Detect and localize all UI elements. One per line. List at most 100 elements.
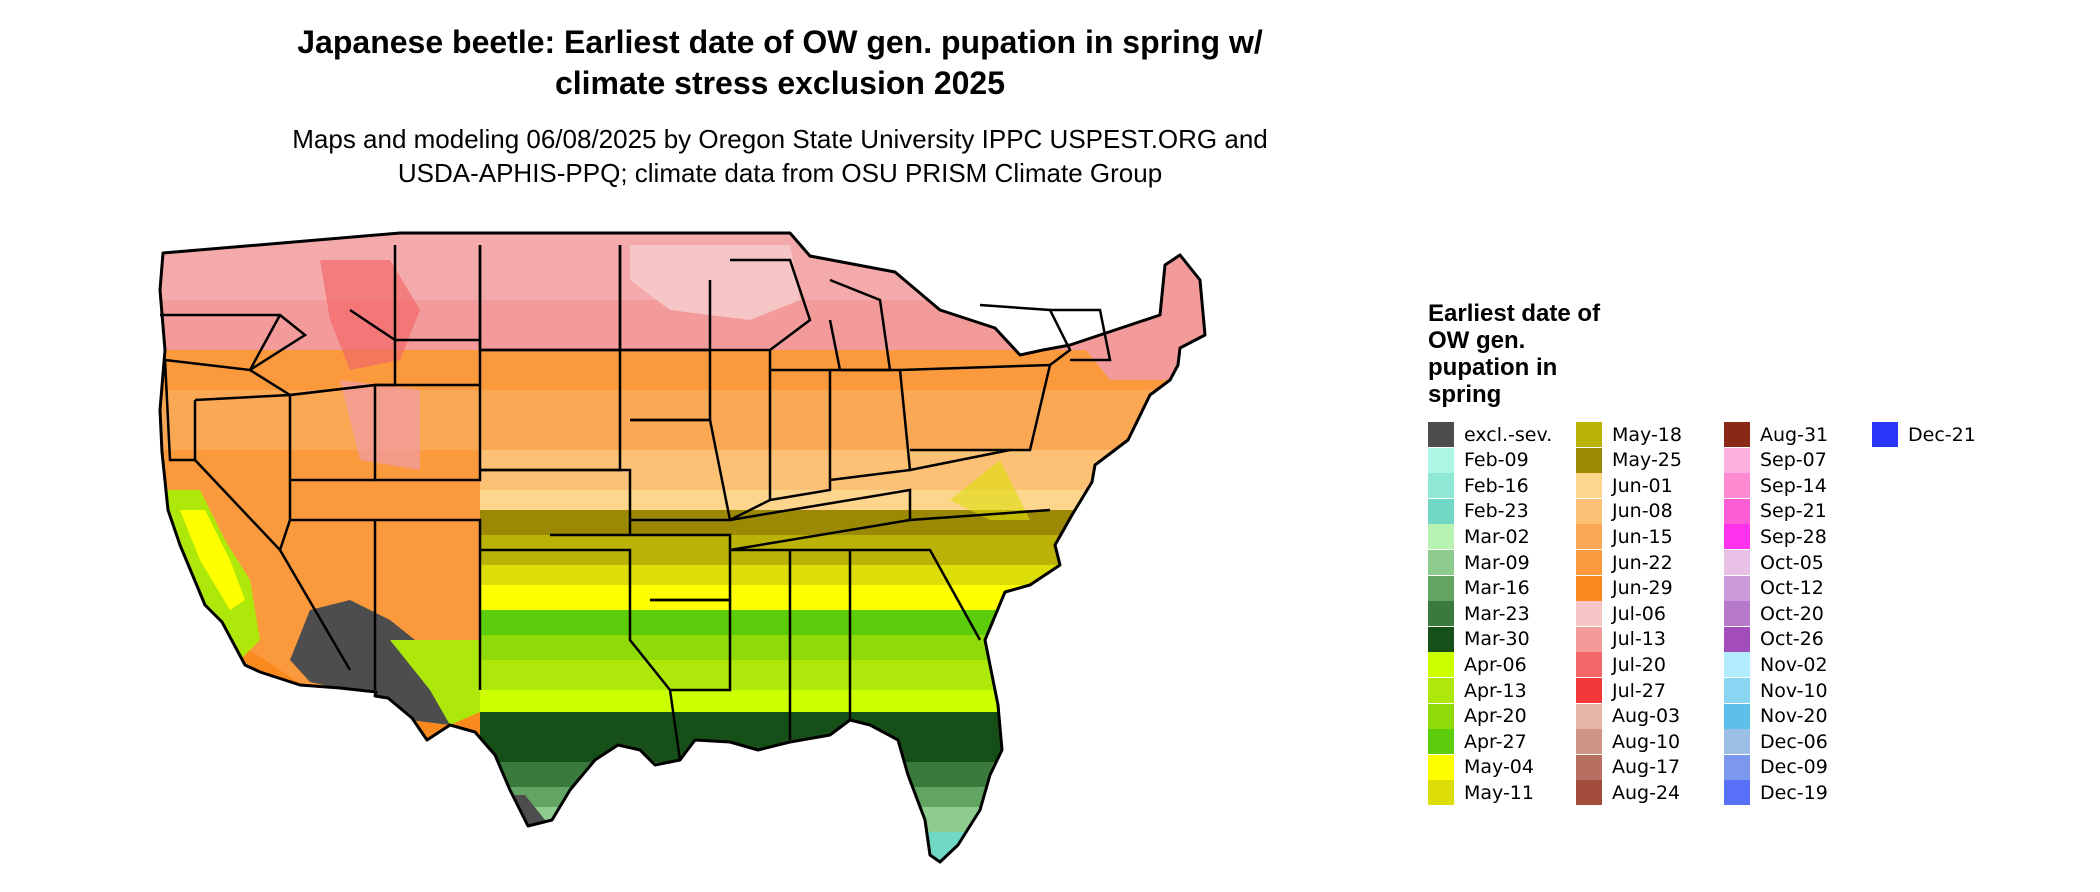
legend-item: Jul-27 [1576, 678, 1666, 703]
legend-item: Apr-27 [1428, 729, 1527, 755]
map-title-line-2: climate stress exclusion 2025 [554, 65, 1006, 101]
legend-swatch [1724, 550, 1750, 575]
legend-label: May-18 [1612, 423, 1682, 446]
legend-label: Nov-02 [1760, 653, 1828, 676]
legend-item: Feb-09 [1428, 447, 1529, 473]
legend-item: Apr-06 [1428, 652, 1527, 678]
legend-label: Mar-09 [1464, 551, 1530, 574]
border-indiana [769, 368, 832, 502]
legend-swatch [1724, 601, 1750, 627]
legend-swatch [1576, 473, 1602, 499]
zone-apr-20 [480, 635, 1205, 660]
legend-swatch [1428, 447, 1454, 473]
legend-swatch [1576, 422, 1602, 447]
legend-label: Jun-08 [1612, 500, 1673, 523]
zone-virginia-may [950, 460, 1030, 520]
legend-swatch [1576, 601, 1602, 627]
legend-label: May-11 [1464, 781, 1534, 804]
border-arizona-newmexico [290, 518, 482, 690]
legend-label: Apr-20 [1464, 705, 1527, 728]
legend-label: May-04 [1464, 756, 1534, 779]
legend-swatch [1724, 498, 1750, 524]
legend-item: Jun-22 [1576, 550, 1673, 575]
legend-swatch [1576, 652, 1602, 678]
legend-item: May-11 [1428, 780, 1534, 806]
zone-california-apr [160, 490, 260, 660]
legend-label: Oct-05 [1760, 551, 1824, 574]
legend-swatch [1428, 703, 1454, 729]
legend-label: Jul-27 [1612, 679, 1666, 702]
legend-label: Aug-31 [1760, 423, 1829, 446]
legend-label: Mar-16 [1464, 577, 1530, 600]
border-kansas-oklahoma [480, 468, 632, 537]
legend-swatch [1428, 524, 1454, 550]
border-utah [289, 383, 377, 482]
legend-item: Apr-20 [1428, 703, 1527, 729]
legend-item: Dec-06 [1724, 729, 1828, 755]
legend-item: Nov-20 [1724, 703, 1828, 729]
legend-label: Jul-06 [1612, 602, 1666, 625]
border-virginia-northcarolina [909, 448, 1051, 522]
legend-label: Apr-06 [1464, 653, 1527, 676]
legend-item: Dec-21 [1872, 422, 1976, 447]
us-map [158, 231, 1207, 864]
border-michigan [828, 278, 892, 372]
zone-may-04 [480, 585, 1205, 610]
legend-label: Feb-23 [1464, 500, 1529, 523]
legend-swatch [1576, 754, 1602, 780]
zone-rockies-jul-13 [340, 380, 420, 470]
legend-label: Oct-20 [1760, 602, 1824, 625]
legend-item: Sep-14 [1724, 473, 1827, 499]
us-outline [158, 231, 1207, 864]
legend-swatch [1724, 703, 1750, 729]
legend-swatch [1724, 524, 1750, 550]
zone-california-may [180, 510, 245, 610]
legend-title: Earliest date of OW gen. pupation in spr… [1428, 300, 1601, 408]
legend-label: Mar-30 [1464, 628, 1530, 651]
legend-item: Jul-13 [1576, 626, 1666, 652]
zone-mar-09 [480, 807, 1205, 832]
legend-item: Dec-09 [1724, 754, 1828, 780]
map-subtitle: Maps and modeling 06/08/2025 by Oregon S… [140, 122, 1420, 190]
legend-swatch [1428, 473, 1454, 499]
legend-label: Jul-13 [1612, 628, 1666, 651]
legend-item: Apr-13 [1428, 678, 1527, 703]
legend-swatch [1428, 626, 1454, 652]
legend-swatch [1576, 524, 1602, 550]
border-louisiana [650, 598, 732, 692]
legend-label: Sep-28 [1760, 525, 1827, 548]
legend-swatch [1428, 575, 1454, 601]
legend-item: Aug-24 [1576, 780, 1680, 806]
legend-label: Aug-17 [1612, 756, 1681, 779]
legend-label: Dec-21 [1908, 423, 1976, 446]
map-title-line-1: Japanese beetle: Earliest date of OW gen… [297, 24, 1263, 60]
legend-label: Jul-20 [1612, 653, 1666, 676]
legend-item: Feb-16 [1428, 473, 1529, 499]
border-pennsylvania [899, 363, 1052, 452]
legend-label: May-25 [1612, 449, 1682, 472]
border-missouri [630, 418, 732, 522]
map-subtitle-line-2: USDA-APHIS-PPQ; climate data from OSU PR… [397, 158, 1163, 188]
legend-swatch [1576, 575, 1602, 601]
zone-mar-30 [480, 712, 1205, 762]
zone-mar-16 [480, 787, 1205, 807]
legend-label: Feb-09 [1464, 449, 1529, 472]
legend-label: Mar-23 [1464, 602, 1530, 625]
legend-item: May-04 [1428, 754, 1534, 780]
legend-swatch [1724, 729, 1750, 755]
border-texas [480, 548, 682, 761]
legend-swatch [1576, 780, 1602, 806]
legend-swatch [1576, 729, 1602, 755]
pupation-date-zones [160, 233, 1205, 862]
legend-swatch [1428, 422, 1454, 447]
legend-item: May-18 [1576, 422, 1682, 447]
legend-item: Jun-08 [1576, 498, 1673, 524]
legend-item: Mar-23 [1428, 601, 1530, 627]
legend-label: Aug-03 [1612, 705, 1681, 728]
legend-label: Aug-10 [1612, 730, 1681, 753]
legend-swatch [1724, 754, 1750, 780]
legend-swatch [1428, 601, 1454, 627]
state-borders [160, 245, 1112, 761]
legend-label: Oct-26 [1760, 628, 1824, 651]
legend-swatch [1724, 678, 1750, 703]
